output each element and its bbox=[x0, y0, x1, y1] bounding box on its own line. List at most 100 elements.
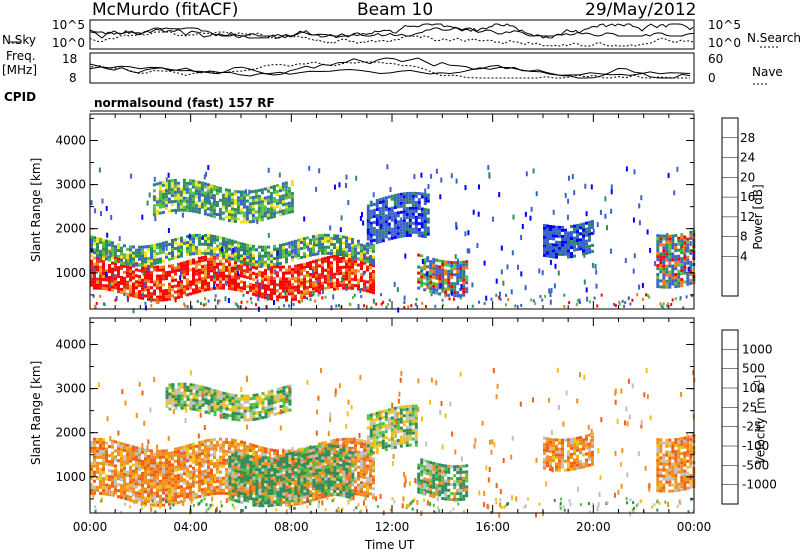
range-cell bbox=[339, 268, 342, 272]
range-cell bbox=[213, 474, 216, 478]
range-cell bbox=[255, 450, 258, 454]
range-cell bbox=[333, 477, 336, 481]
range-cell bbox=[420, 269, 424, 273]
range-cell bbox=[167, 191, 171, 195]
range-cell bbox=[315, 463, 319, 467]
range-cell bbox=[659, 240, 663, 244]
range-cell bbox=[159, 482, 162, 486]
range-cell bbox=[227, 216, 231, 219]
range-cell bbox=[318, 276, 321, 280]
range-cell bbox=[276, 274, 279, 278]
range-cell bbox=[252, 265, 255, 269]
range-cell bbox=[153, 252, 156, 256]
range-cell bbox=[219, 274, 222, 278]
range-cell bbox=[156, 482, 159, 486]
range-cell bbox=[245, 220, 249, 224]
range-cell bbox=[129, 444, 132, 448]
range-cell bbox=[387, 216, 390, 222]
range-cell bbox=[348, 437, 351, 441]
range-cell bbox=[372, 273, 375, 277]
range-cell bbox=[111, 484, 114, 488]
range-cell bbox=[114, 491, 117, 495]
range-cell bbox=[453, 273, 457, 277]
range-cell bbox=[641, 297, 644, 301]
range-cell bbox=[207, 444, 210, 448]
range-cell bbox=[248, 189, 251, 195]
range-cell bbox=[194, 201, 198, 205]
range-cell bbox=[158, 211, 162, 215]
range-cell bbox=[180, 269, 183, 275]
range-cell bbox=[291, 295, 294, 299]
range-cell bbox=[369, 233, 373, 237]
range-cell bbox=[118, 236, 121, 242]
range-cell bbox=[198, 459, 201, 462]
range-cell bbox=[674, 258, 678, 262]
range-cell bbox=[141, 471, 144, 475]
range-cell bbox=[252, 464, 256, 468]
range-cell bbox=[117, 450, 120, 454]
range-cell bbox=[96, 449, 99, 453]
range-cell bbox=[161, 192, 165, 196]
freq-tick-top: 18 bbox=[62, 52, 78, 66]
range-cell bbox=[660, 304, 663, 308]
range-cell bbox=[189, 491, 192, 495]
range-cell bbox=[212, 188, 216, 192]
range-cell bbox=[243, 246, 246, 249]
range-cell bbox=[102, 238, 105, 242]
range-cell bbox=[141, 257, 144, 261]
range-cell bbox=[576, 248, 579, 251]
range-cell bbox=[426, 211, 430, 215]
range-cell bbox=[204, 481, 207, 485]
range-cell bbox=[123, 264, 126, 268]
range-cell bbox=[156, 491, 159, 495]
range-cell bbox=[126, 482, 129, 486]
range-cell bbox=[231, 498, 235, 502]
range-cell bbox=[126, 283, 129, 287]
range-cell bbox=[134, 293, 137, 297]
range-cell bbox=[303, 500, 306, 504]
range-cell bbox=[264, 486, 268, 490]
range-cell bbox=[198, 462, 201, 465]
range-cell bbox=[327, 251, 330, 255]
range-cell bbox=[159, 286, 162, 290]
range-cell bbox=[93, 251, 96, 255]
range-cell bbox=[167, 200, 171, 204]
range-cell bbox=[654, 261, 657, 267]
range-cell bbox=[606, 225, 608, 231]
range-cell bbox=[266, 207, 270, 211]
range-cell bbox=[138, 275, 141, 279]
range-cell bbox=[150, 253, 153, 257]
range-cell bbox=[285, 452, 289, 456]
range-cell bbox=[303, 283, 306, 287]
range-cell bbox=[426, 277, 430, 281]
range-cell bbox=[345, 242, 348, 246]
range-cell bbox=[141, 483, 144, 487]
range-cell bbox=[265, 294, 268, 298]
range-cell bbox=[375, 199, 379, 202]
range-cell bbox=[120, 466, 123, 470]
range-cell bbox=[180, 236, 183, 240]
range-cell bbox=[141, 248, 144, 252]
range-cell bbox=[171, 496, 174, 500]
range-cell bbox=[276, 289, 279, 293]
range-cell bbox=[315, 484, 319, 488]
range-cell bbox=[268, 265, 271, 271]
range-cell bbox=[240, 245, 243, 249]
range-cell bbox=[348, 249, 351, 253]
range-cell bbox=[165, 298, 168, 302]
range-cell bbox=[336, 272, 339, 276]
range-cell bbox=[255, 287, 258, 291]
range-cell bbox=[321, 483, 325, 487]
range-cell bbox=[132, 308, 135, 314]
range-cell bbox=[384, 232, 388, 236]
range-cell bbox=[90, 473, 93, 477]
range-cell bbox=[201, 242, 204, 246]
range-cell bbox=[321, 272, 324, 276]
range-cell bbox=[665, 240, 669, 244]
range-cell bbox=[462, 275, 466, 279]
range-cell bbox=[300, 484, 304, 488]
range-cell bbox=[291, 457, 295, 461]
range-cell bbox=[294, 264, 297, 268]
range-cell bbox=[269, 185, 273, 189]
range-cell bbox=[141, 474, 144, 478]
